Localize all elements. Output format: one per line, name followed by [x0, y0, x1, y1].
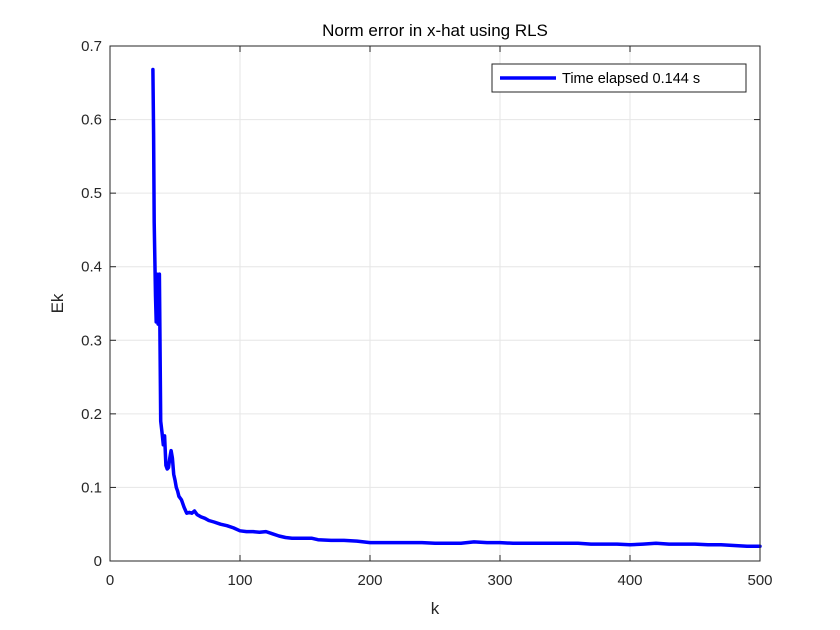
x-tick-label: 400 — [617, 572, 642, 589]
x-axis-label: k — [431, 599, 440, 618]
x-tick-label: 0 — [106, 572, 114, 589]
y-tick-label: 0.2 — [81, 406, 102, 423]
legend-label: Time elapsed 0.144 s — [562, 71, 700, 87]
y-tick-label: 0.6 — [81, 112, 102, 129]
x-tick-label: 300 — [487, 572, 512, 589]
series-line-1 — [151, 67, 762, 549]
ticks: 0 100 200 300 400 500 0 0.1 0.2 0.3 0.4 0.5 0.6 0.7 — [81, 38, 772, 589]
axes-box — [109, 45, 761, 562]
y-axis-label: Ek — [48, 293, 67, 313]
x-tick-label: 500 — [747, 572, 772, 589]
chart-title: Norm error in x-hat using RLS — [322, 21, 548, 40]
y-tick-label: 0.1 — [81, 479, 102, 496]
x-tick-label: 100 — [227, 572, 252, 589]
series-layer — [151, 67, 762, 549]
legend: Time elapsed 0.144 s — [491, 63, 747, 93]
y-tick-label: 0.7 — [81, 38, 102, 55]
y-tick-label: 0 — [94, 553, 102, 570]
plot-area — [110, 46, 760, 561]
y-tick-label: 0.3 — [81, 332, 102, 349]
y-tick-label: 0.5 — [81, 185, 102, 202]
x-tick-label: 200 — [357, 572, 382, 589]
y-tick-label: 0.4 — [81, 259, 102, 276]
